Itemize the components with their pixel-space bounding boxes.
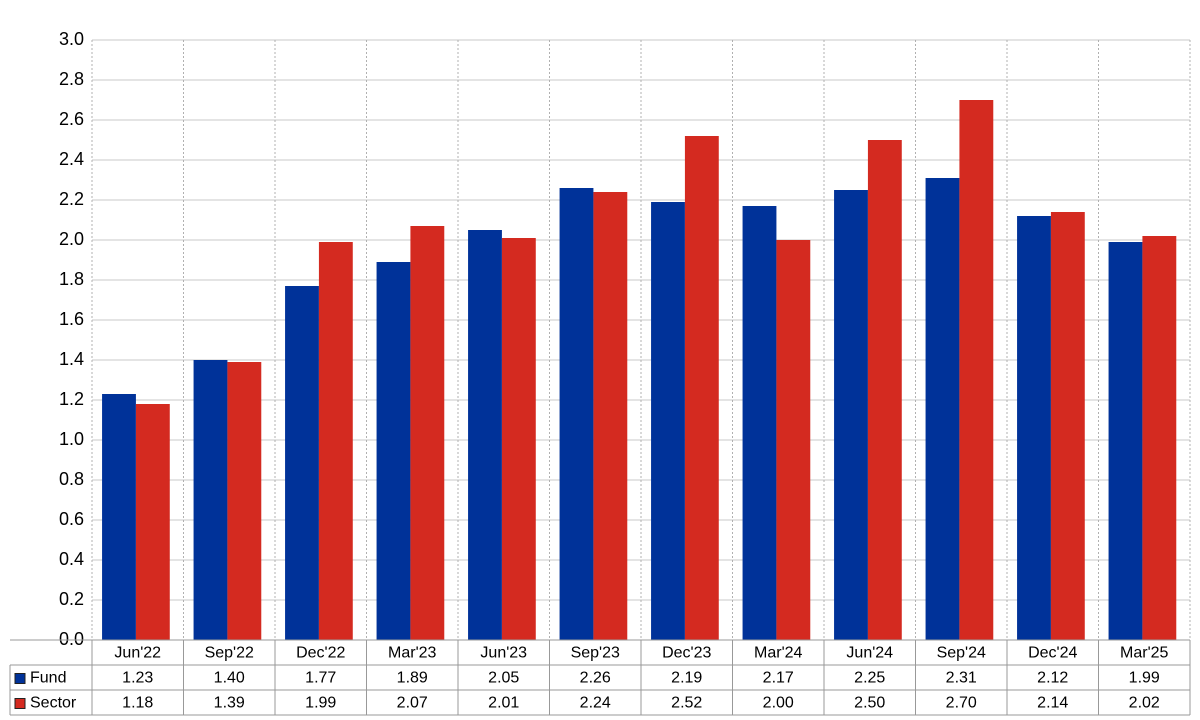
table-value: 1.89 bbox=[397, 670, 428, 687]
table-value: 1.77 bbox=[305, 670, 336, 687]
table-value: 2.00 bbox=[763, 695, 794, 712]
x-tick-label: Sep'23 bbox=[571, 645, 620, 662]
y-tick-label: 0.8 bbox=[59, 469, 84, 489]
bar bbox=[959, 100, 994, 640]
bar bbox=[501, 238, 536, 640]
y-tick-label: 1.4 bbox=[59, 349, 84, 369]
table-value: 1.99 bbox=[305, 695, 336, 712]
bar bbox=[834, 190, 868, 640]
table-value: 1.40 bbox=[214, 670, 245, 687]
bar bbox=[376, 262, 411, 640]
table-value: 2.24 bbox=[580, 695, 611, 712]
table-value: 2.12 bbox=[1037, 670, 1068, 687]
bar bbox=[1050, 212, 1085, 640]
bar bbox=[925, 178, 960, 640]
bar bbox=[776, 240, 811, 640]
bar bbox=[559, 188, 594, 640]
bar bbox=[867, 140, 902, 640]
y-tick-label: 0.2 bbox=[59, 589, 84, 609]
table-value: 1.23 bbox=[122, 670, 153, 687]
table-value: 2.19 bbox=[671, 670, 702, 687]
y-tick-label: 1.8 bbox=[59, 269, 84, 289]
bar bbox=[135, 404, 170, 640]
table-value: 2.50 bbox=[854, 695, 885, 712]
bar bbox=[1108, 242, 1143, 640]
y-tick-label: 1.6 bbox=[59, 309, 84, 329]
legend-label: Fund bbox=[30, 670, 66, 687]
bar bbox=[410, 226, 445, 640]
bar bbox=[1142, 236, 1177, 640]
y-tick-label: 1.2 bbox=[59, 389, 84, 409]
x-tick-label: Sep'24 bbox=[937, 645, 986, 662]
x-tick-label: Jun'24 bbox=[846, 645, 893, 662]
bar bbox=[285, 286, 319, 640]
table-value: 2.02 bbox=[1129, 695, 1160, 712]
bar bbox=[318, 242, 353, 640]
y-tick-label: 2.2 bbox=[59, 189, 84, 209]
y-tick-label: 0.4 bbox=[59, 549, 84, 569]
table-value: 1.39 bbox=[214, 695, 245, 712]
y-tick-label: 3.0 bbox=[59, 29, 84, 49]
x-tick-label: Dec'22 bbox=[296, 645, 345, 662]
legend-swatch bbox=[14, 698, 26, 709]
legend-label: Sector bbox=[30, 695, 77, 712]
x-tick-label: Mar'25 bbox=[1120, 645, 1169, 662]
x-tick-label: Jun'22 bbox=[114, 645, 161, 662]
table-value: 2.14 bbox=[1037, 695, 1068, 712]
x-tick-label: Sep'22 bbox=[205, 645, 254, 662]
bar bbox=[684, 136, 719, 640]
table-value: 2.52 bbox=[671, 695, 702, 712]
bar bbox=[227, 362, 262, 640]
bar bbox=[193, 360, 228, 640]
bar bbox=[102, 394, 136, 640]
table-value: 2.05 bbox=[488, 670, 519, 687]
x-tick-label: Jun'23 bbox=[480, 645, 527, 662]
legend-swatch bbox=[14, 673, 26, 684]
x-tick-label: Mar'24 bbox=[754, 645, 803, 662]
x-tick-label: Dec'23 bbox=[662, 645, 711, 662]
y-tick-label: 0.0 bbox=[59, 629, 84, 649]
x-tick-label: Mar'23 bbox=[388, 645, 437, 662]
table-value: 2.26 bbox=[580, 670, 611, 687]
y-tick-label: 2.6 bbox=[59, 109, 84, 129]
bar bbox=[1017, 216, 1051, 640]
table-value: 1.18 bbox=[122, 695, 153, 712]
bar bbox=[468, 230, 502, 640]
table-value: 2.25 bbox=[854, 670, 885, 687]
y-tick-label: 2.4 bbox=[59, 149, 84, 169]
table-value: 1.99 bbox=[1129, 670, 1160, 687]
table-value: 2.70 bbox=[946, 695, 977, 712]
bar bbox=[651, 202, 685, 640]
y-tick-label: 2.0 bbox=[59, 229, 84, 249]
y-tick-label: 2.8 bbox=[59, 69, 84, 89]
bar bbox=[742, 206, 777, 640]
bar bbox=[593, 192, 628, 640]
table-value: 2.07 bbox=[397, 695, 428, 712]
x-tick-label: Dec'24 bbox=[1028, 645, 1077, 662]
table-value: 2.31 bbox=[946, 670, 977, 687]
table-value: 2.01 bbox=[488, 695, 519, 712]
y-tick-label: 0.6 bbox=[59, 509, 84, 529]
table-value: 2.17 bbox=[763, 670, 794, 687]
y-tick-label: 1.0 bbox=[59, 429, 84, 449]
